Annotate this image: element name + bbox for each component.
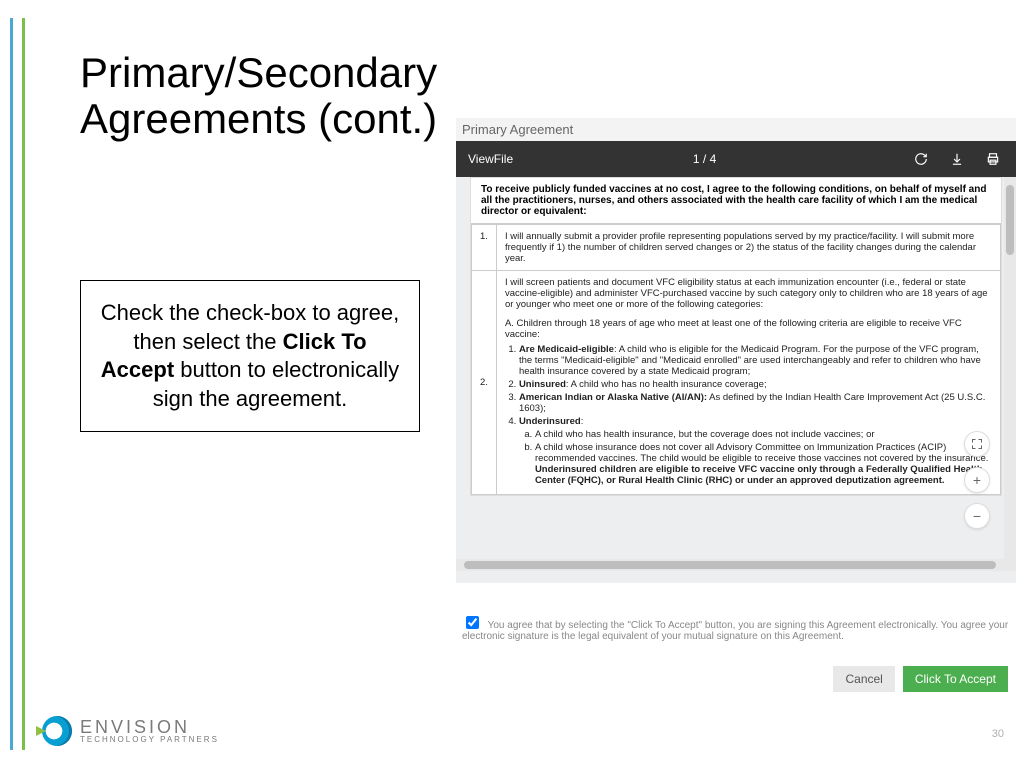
action-buttons: Cancel Click To Accept (456, 666, 1016, 692)
row-number: 1. (472, 225, 497, 271)
instruction-box: Check the check-box to agree, then selec… (80, 280, 420, 432)
row-text: I will screen patients and document VFC … (496, 271, 1000, 495)
zoom-in-icon[interactable]: + (964, 467, 990, 493)
fit-icon[interactable] (964, 431, 990, 457)
viewer-fab-group: + − (964, 431, 990, 529)
pdf-toolbar: ViewFile 1 / 4 (456, 141, 1016, 177)
download-icon[interactable] (946, 148, 968, 170)
logo-name: ENVISION (80, 718, 219, 736)
sub-list: A child who has health insurance, but th… (535, 429, 992, 486)
zoom-out-icon[interactable]: − (964, 503, 990, 529)
agreement-table: 1. I will annually submit a provider pro… (471, 224, 1001, 495)
pdf-viewer: ViewFile 1 / 4 To receive publicly funde… (456, 141, 1016, 583)
agreement-panel: Primary Agreement ViewFile 1 / 4 To rece… (456, 118, 1016, 583)
slide-accent-bars (10, 18, 30, 750)
logo-mark-icon (42, 716, 72, 746)
footer-logo: ENVISION TECHNOLOGY PARTNERS (42, 716, 219, 746)
slide-page-number: 30 (992, 728, 1004, 740)
consent-row: You agree that by selecting the "Click T… (456, 610, 1016, 644)
toolbar-filename: ViewFile (468, 152, 513, 166)
rotate-icon[interactable] (910, 148, 932, 170)
logo-text: ENVISION TECHNOLOGY PARTNERS (80, 718, 219, 744)
list-item: American Indian or Alaska Native (AI/AN)… (519, 392, 992, 414)
cancel-button[interactable]: Cancel (833, 666, 894, 692)
table-row: 1. I will annually submit a provider pro… (472, 225, 1001, 271)
row-text: I will annually submit a provider profil… (496, 225, 1000, 271)
vertical-scrollbar[interactable] (1004, 177, 1016, 559)
print-icon[interactable] (982, 148, 1004, 170)
toolbar-page-indicator: 1 / 4 (513, 152, 896, 166)
logo-tagline: TECHNOLOGY PARTNERS (80, 736, 219, 744)
pdf-page: To receive publicly funded vaccines at n… (470, 177, 1002, 496)
panel-section-title: Primary Agreement (456, 118, 1016, 141)
consent-text: You agree that by selecting the "Click T… (462, 620, 1008, 642)
list-item: Are Medicaid-eligible: A child who is el… (519, 344, 992, 377)
row2-lead: I will screen patients and document VFC … (505, 277, 992, 310)
criteria-list: Are Medicaid-eligible: A child who is el… (519, 344, 992, 486)
horizontal-scrollbar[interactable] (456, 559, 1016, 571)
consent-checkbox[interactable] (466, 616, 479, 629)
list-item: Uninsured: A child who has no health ins… (519, 379, 992, 390)
list-item: A child who has health insurance, but th… (535, 429, 992, 440)
instruction-text-post: button to electronically sign the agreem… (153, 357, 399, 411)
accept-button[interactable]: Click To Accept (903, 666, 1008, 692)
list-item: Underinsured: A child who has health ins… (519, 416, 992, 486)
agreement-intro: To receive publicly funded vaccines at n… (471, 178, 1001, 224)
list-item: A child whose insurance does not cover a… (535, 442, 992, 486)
section-a-label: A. Children through 18 years of age who … (505, 318, 992, 340)
pdf-viewer-scroll[interactable]: ViewFile 1 / 4 To receive publicly funde… (456, 141, 1016, 571)
row-number: 2. (472, 271, 497, 495)
table-row: 2. I will screen patients and document V… (472, 271, 1001, 495)
